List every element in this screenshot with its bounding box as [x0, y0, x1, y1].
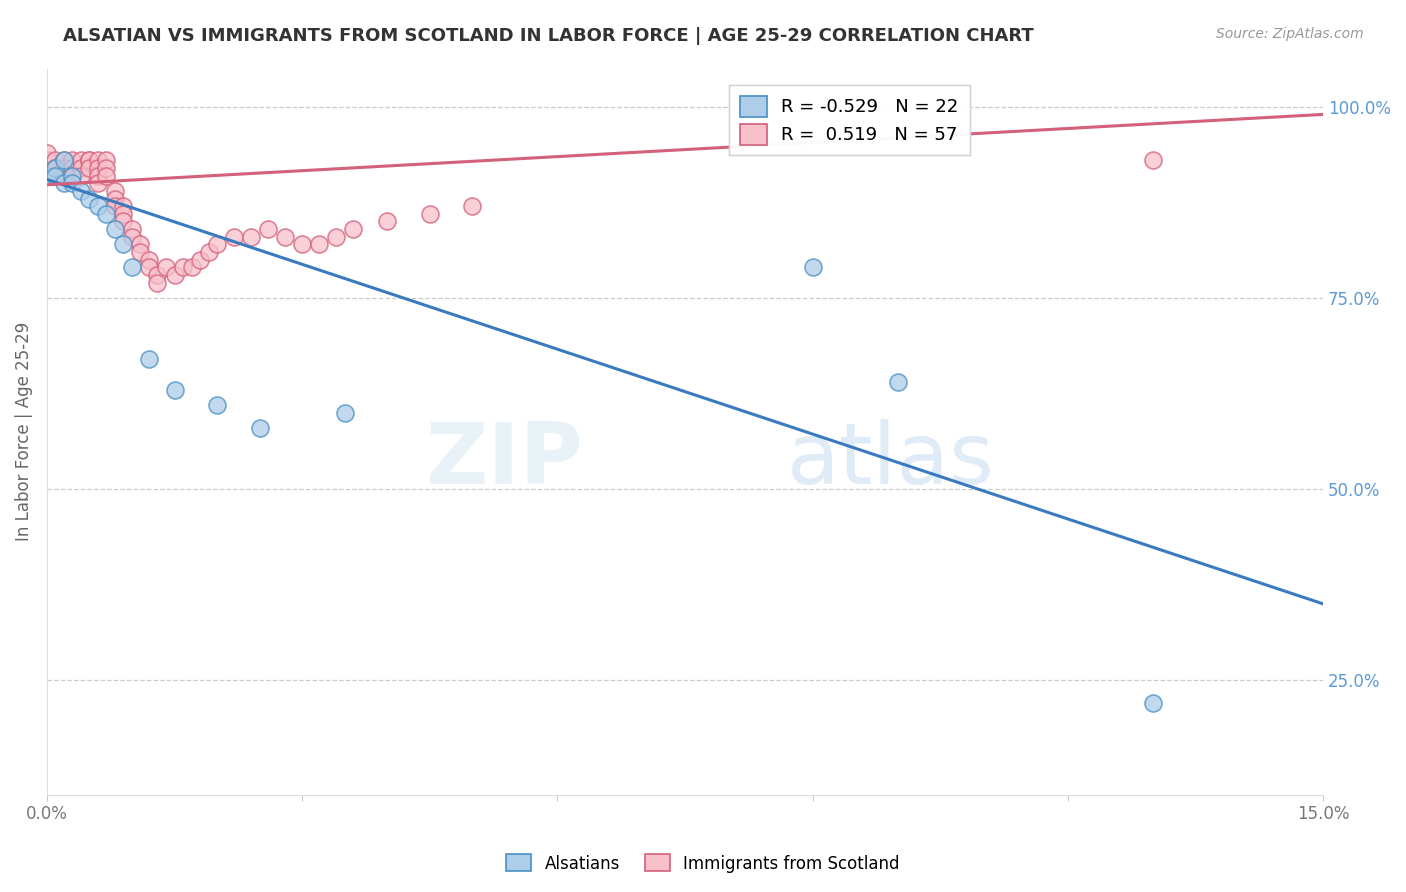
Point: [62, 161, 84, 175]
Point: [274, 229, 297, 244]
Point: [419, 207, 441, 221]
Point: [121, 222, 143, 236]
Point: [146, 276, 169, 290]
Point: [172, 260, 194, 275]
Point: [87, 199, 110, 213]
Point: [35, 153, 58, 168]
Point: [325, 229, 347, 244]
Point: [104, 199, 127, 213]
Point: [52, 161, 75, 175]
Point: [96, 153, 118, 168]
Point: [35, 145, 58, 160]
Point: [291, 237, 314, 252]
Point: [138, 352, 160, 367]
Point: [87, 176, 110, 190]
Point: [375, 214, 398, 228]
Point: [44, 169, 66, 183]
Point: [461, 199, 484, 213]
Point: [197, 245, 219, 260]
Point: [104, 192, 127, 206]
Point: [308, 237, 330, 252]
Point: [79, 192, 101, 206]
Point: [155, 260, 177, 275]
Point: [44, 161, 66, 175]
Point: [121, 260, 143, 275]
Point: [52, 176, 75, 190]
Point: [62, 176, 84, 190]
Point: [112, 199, 135, 213]
Legend: R = -0.529   N = 22, R =  0.519   N = 57: R = -0.529 N = 22, R = 0.519 N = 57: [730, 85, 970, 155]
Point: [180, 260, 202, 275]
Text: ZIP: ZIP: [425, 419, 583, 502]
Point: [52, 153, 75, 168]
Point: [222, 229, 245, 244]
Point: [70, 153, 93, 168]
Point: [87, 161, 110, 175]
Point: [35, 169, 58, 183]
Point: [205, 237, 228, 252]
Point: [70, 184, 93, 198]
Point: [333, 406, 356, 420]
Point: [96, 169, 118, 183]
Point: [146, 268, 169, 282]
Y-axis label: In Labor Force | Age 25-29: In Labor Force | Age 25-29: [15, 322, 32, 541]
Point: [62, 153, 84, 168]
Point: [70, 161, 93, 175]
Legend: Alsatians, Immigrants from Scotland: Alsatians, Immigrants from Scotland: [499, 847, 907, 880]
Point: [87, 169, 110, 183]
Point: [44, 169, 66, 183]
Point: [1142, 153, 1164, 168]
Point: [163, 383, 186, 397]
Point: [112, 237, 135, 252]
Point: [104, 222, 127, 236]
Point: [112, 207, 135, 221]
Point: [886, 375, 908, 389]
Point: [205, 398, 228, 412]
Point: [44, 153, 66, 168]
Text: atlas: atlas: [787, 419, 995, 502]
Point: [112, 214, 135, 228]
Text: ALSATIAN VS IMMIGRANTS FROM SCOTLAND IN LABOR FORCE | AGE 25-29 CORRELATION CHAR: ALSATIAN VS IMMIGRANTS FROM SCOTLAND IN …: [63, 27, 1033, 45]
Point: [96, 161, 118, 175]
Text: Source: ZipAtlas.com: Source: ZipAtlas.com: [1216, 27, 1364, 41]
Point: [62, 169, 84, 183]
Point: [138, 252, 160, 267]
Point: [188, 252, 211, 267]
Point: [79, 153, 101, 168]
Point: [129, 245, 152, 260]
Point: [1142, 696, 1164, 710]
Point: [87, 153, 110, 168]
Point: [342, 222, 364, 236]
Point: [801, 260, 824, 275]
Point: [121, 229, 143, 244]
Point: [70, 169, 93, 183]
Point: [138, 260, 160, 275]
Point: [96, 207, 118, 221]
Point: [163, 268, 186, 282]
Point: [240, 229, 263, 244]
Point: [79, 161, 101, 175]
Point: [44, 161, 66, 175]
Point: [129, 237, 152, 252]
Point: [52, 169, 75, 183]
Point: [52, 153, 75, 168]
Point: [104, 184, 127, 198]
Point: [62, 169, 84, 183]
Point: [79, 153, 101, 168]
Point: [249, 421, 271, 435]
Point: [257, 222, 280, 236]
